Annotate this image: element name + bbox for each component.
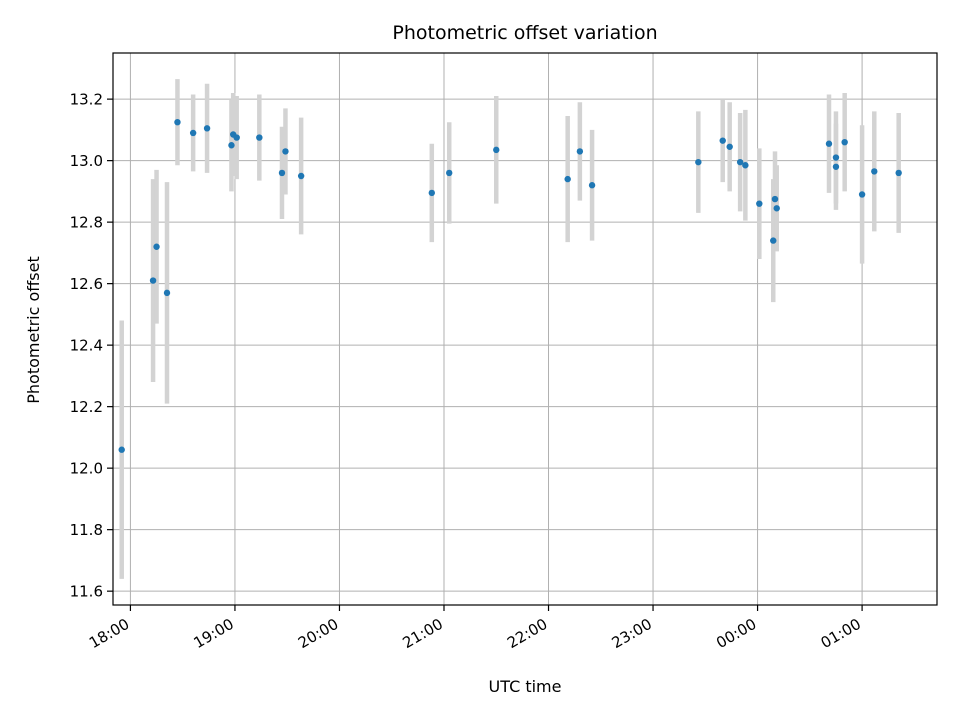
data-point — [576, 148, 584, 155]
data-point — [428, 189, 435, 197]
y-axis-title: Photometric offset — [24, 256, 43, 404]
data-point — [895, 169, 902, 177]
data-point — [297, 172, 305, 180]
data-point — [719, 137, 726, 144]
data-point — [742, 162, 749, 169]
data-point — [163, 289, 171, 297]
data-point — [174, 118, 181, 126]
y-tick-label: 12.2 — [70, 398, 103, 416]
grid — [113, 53, 937, 605]
data-point — [233, 134, 240, 141]
data-point — [564, 175, 571, 183]
data-point — [282, 148, 289, 155]
data-point — [278, 169, 286, 177]
chart-title: Photometric offset variation — [392, 22, 657, 44]
data-point — [695, 158, 702, 166]
data-point — [736, 158, 744, 166]
data-point — [871, 168, 878, 175]
data-points — [118, 118, 902, 453]
data-point — [770, 237, 777, 244]
data-point — [588, 182, 596, 189]
data-point — [203, 125, 211, 132]
data-point — [773, 205, 780, 212]
plot-frame — [112, 52, 938, 606]
x-axis-title: UTC time — [489, 677, 562, 696]
y-tick-label: 12.6 — [70, 275, 103, 293]
data-point — [149, 277, 157, 284]
data-point — [771, 195, 779, 203]
y-tick-label: 12.4 — [70, 337, 103, 355]
y-tick-label: 13.2 — [70, 91, 103, 109]
data-point — [832, 154, 840, 161]
data-point — [189, 129, 197, 137]
data-point — [493, 146, 500, 154]
y-tick-label: 12.0 — [70, 460, 103, 478]
data-point — [756, 200, 763, 207]
data-point — [858, 191, 866, 198]
data-point — [832, 163, 840, 170]
data-point — [153, 243, 160, 250]
y-tick-label: 11.6 — [70, 583, 103, 601]
data-point — [228, 142, 235, 149]
y-tick-label: 11.8 — [70, 521, 103, 539]
data-point — [726, 143, 733, 150]
data-point — [841, 138, 848, 146]
y-tick-label: 13.0 — [70, 152, 103, 170]
y-tick-label: 12.8 — [70, 214, 103, 232]
data-point — [256, 134, 263, 141]
data-point — [446, 169, 453, 177]
data-point — [118, 446, 125, 453]
data-point — [825, 140, 833, 147]
